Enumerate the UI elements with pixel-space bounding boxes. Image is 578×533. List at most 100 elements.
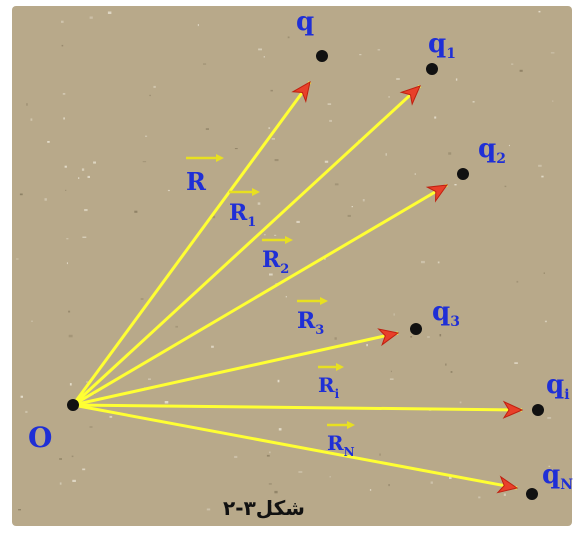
background-speck bbox=[347, 214, 351, 217]
background-speck bbox=[26, 103, 28, 106]
background-speck bbox=[514, 362, 518, 364]
background-speck bbox=[81, 168, 85, 171]
background-speck bbox=[421, 260, 425, 264]
charge-point-qN bbox=[526, 488, 538, 500]
background-speck bbox=[197, 24, 199, 27]
charge-point-q bbox=[316, 50, 328, 62]
svg-text:RN: RN bbox=[327, 431, 355, 459]
background-speck bbox=[31, 320, 33, 322]
background-speck bbox=[84, 209, 88, 212]
background-speck bbox=[86, 381, 90, 383]
charge-label-q2: q2 bbox=[478, 134, 506, 167]
background-speck bbox=[274, 234, 277, 236]
background-speck bbox=[18, 509, 21, 511]
background-speck bbox=[450, 371, 453, 373]
background-speck bbox=[61, 20, 64, 23]
background-speck bbox=[455, 78, 458, 81]
background-speck bbox=[59, 458, 62, 460]
charge-point-q1 bbox=[426, 63, 438, 75]
background-speck bbox=[269, 273, 273, 276]
background-speck bbox=[30, 118, 33, 121]
background-speck bbox=[89, 426, 93, 428]
svg-text:R2: R2 bbox=[262, 247, 289, 277]
background-speck bbox=[65, 189, 67, 191]
vector-line-qi bbox=[72, 403, 523, 412]
background-speck bbox=[385, 153, 387, 156]
background-speck bbox=[66, 262, 68, 265]
svg-text:Ri: Ri bbox=[318, 373, 340, 401]
vector-label-R2: R2 bbox=[262, 236, 293, 277]
background-speck bbox=[263, 234, 266, 236]
background-speck bbox=[324, 258, 326, 260]
background-speck bbox=[44, 198, 47, 201]
background-speck bbox=[82, 468, 86, 471]
background-speck bbox=[478, 496, 481, 499]
vector-line-q3 bbox=[72, 331, 399, 407]
background-speck bbox=[82, 236, 87, 238]
background-speck bbox=[140, 298, 144, 300]
background-speck bbox=[234, 455, 238, 458]
background-speck bbox=[142, 161, 147, 163]
background-speck bbox=[550, 52, 555, 54]
background-speck bbox=[377, 49, 381, 51]
vector-label-R3: R3 bbox=[297, 297, 328, 338]
figure-caption: شکل۳-۲ bbox=[223, 496, 305, 520]
background-speck bbox=[414, 173, 416, 175]
background-speck bbox=[369, 489, 372, 491]
background-speck bbox=[324, 160, 329, 163]
background-speck bbox=[109, 415, 113, 418]
background-speck bbox=[334, 337, 337, 340]
background-speck bbox=[107, 11, 112, 14]
vector-line-qN bbox=[72, 403, 518, 490]
background-speck bbox=[439, 334, 442, 337]
svg-text:R3: R3 bbox=[297, 308, 324, 338]
background-specks bbox=[16, 10, 555, 511]
charge-label-q: q bbox=[296, 7, 314, 37]
arrowhead-qi bbox=[502, 400, 524, 419]
background-speck bbox=[270, 89, 273, 92]
background-speck bbox=[20, 395, 23, 398]
background-speck bbox=[269, 451, 271, 454]
background-speck bbox=[390, 370, 392, 373]
background-speck bbox=[206, 508, 211, 511]
background-speck bbox=[519, 69, 523, 72]
background-speck bbox=[167, 189, 170, 192]
background-speck bbox=[59, 482, 62, 485]
background-speck bbox=[68, 310, 71, 313]
background-speck bbox=[434, 116, 437, 119]
background-speck bbox=[448, 152, 452, 155]
background-speck bbox=[277, 379, 280, 383]
background-speck bbox=[379, 453, 381, 456]
background-speck bbox=[552, 100, 554, 102]
background-speck bbox=[427, 336, 430, 338]
background-speck bbox=[271, 138, 275, 140]
background-speck bbox=[212, 215, 216, 219]
background-speck bbox=[327, 103, 332, 105]
vector-label-RN: RN bbox=[327, 421, 355, 459]
origin-point bbox=[67, 399, 79, 411]
vector-lines bbox=[71, 81, 523, 490]
background-speck bbox=[78, 177, 80, 179]
background-speck bbox=[329, 476, 331, 478]
background-speck bbox=[296, 220, 300, 223]
background-speck bbox=[234, 148, 238, 150]
background-speck bbox=[472, 101, 475, 103]
background-speck bbox=[274, 490, 278, 494]
background-speck bbox=[16, 258, 19, 260]
background-speck bbox=[87, 175, 90, 178]
background-speck bbox=[351, 206, 353, 208]
background-speck bbox=[164, 401, 169, 404]
background-speck bbox=[258, 48, 262, 51]
charge-points bbox=[316, 50, 544, 500]
background-speck bbox=[72, 479, 76, 482]
background-speck bbox=[396, 78, 400, 80]
background-speck bbox=[153, 85, 156, 88]
background-speck bbox=[268, 127, 271, 129]
background-speck bbox=[211, 345, 214, 348]
vector-line-q2 bbox=[72, 183, 448, 407]
background-speck bbox=[548, 465, 551, 467]
background-speck bbox=[393, 313, 395, 316]
origin-label: O bbox=[28, 421, 52, 454]
svg-text:R1: R1 bbox=[229, 200, 256, 230]
